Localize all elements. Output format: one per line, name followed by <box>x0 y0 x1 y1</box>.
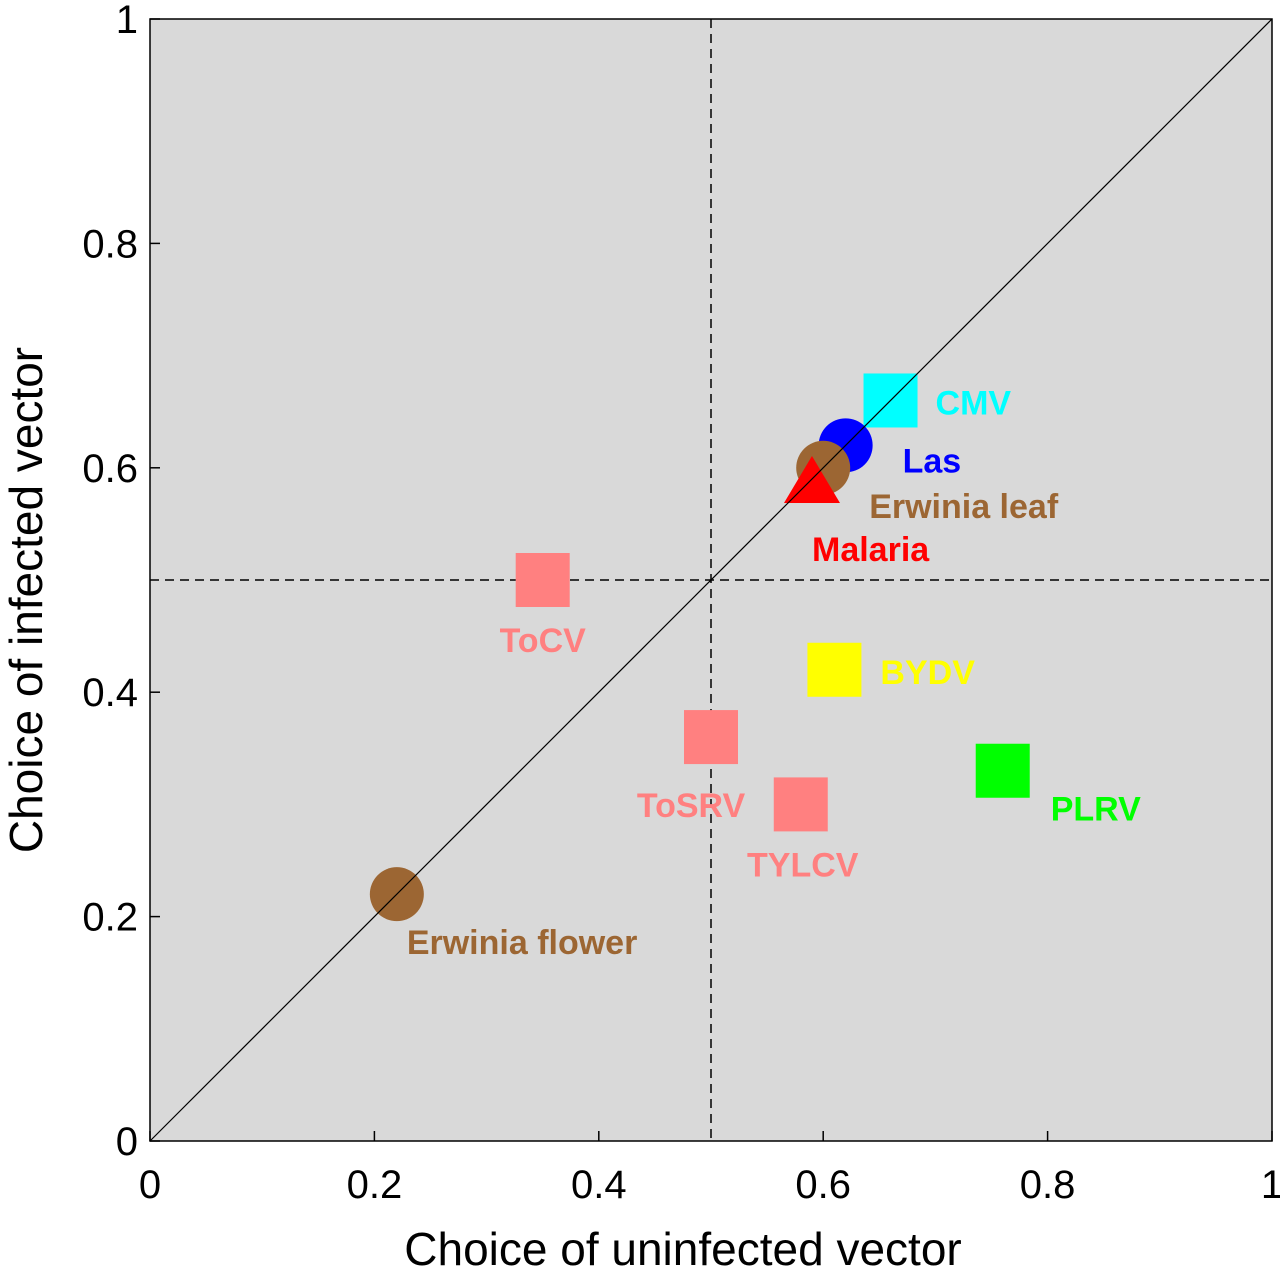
y-tick-label: 0.2 <box>82 896 138 940</box>
point-tocv <box>515 553 570 607</box>
x-tick-label: 0.2 <box>347 1163 403 1207</box>
point-tylcv <box>773 777 828 832</box>
point-label-erwinia-flower: Erwinia flower <box>407 924 637 962</box>
point-label-erwinia-leaf: Erwinia leaf <box>869 488 1059 526</box>
plot-frame <box>149 18 1273 1142</box>
y-axis-label: Choice of infected vector <box>0 347 52 853</box>
y-tick-label: 1 <box>116 0 138 42</box>
y-tick-label: 0.6 <box>82 447 138 491</box>
y-tick-label: 0.4 <box>82 671 138 715</box>
y-tick-label: 0 <box>116 1120 138 1164</box>
diagonal-line <box>149 18 1273 1142</box>
x-tick-label: 0.4 <box>571 1163 627 1207</box>
point-label-las: Las <box>903 442 962 480</box>
point-label-tosrv: ToSRV <box>637 787 746 825</box>
point-tosrv <box>684 710 738 765</box>
x-tick-label: 0.8 <box>1020 1163 1076 1207</box>
point-bydv <box>807 642 862 697</box>
x-tick-label: 1 <box>1261 1163 1280 1207</box>
y-tick-label: 0.8 <box>82 222 138 266</box>
point-label-cmv: CMV <box>936 384 1012 422</box>
x-tick-label: 0.6 <box>795 1163 851 1207</box>
point-label-plrv: PLRV <box>1051 791 1141 829</box>
x-axis-label: Choice of uninfected vector <box>404 1223 961 1273</box>
x-tick-label: 0 <box>139 1163 161 1207</box>
point-label-tylcv: TYLCV <box>747 846 859 884</box>
point-label-bydv: BYDV <box>880 654 975 692</box>
point-label-malaria: Malaria <box>812 531 930 569</box>
point-label-tocv: ToCV <box>500 622 587 660</box>
point-plrv <box>975 743 1030 798</box>
